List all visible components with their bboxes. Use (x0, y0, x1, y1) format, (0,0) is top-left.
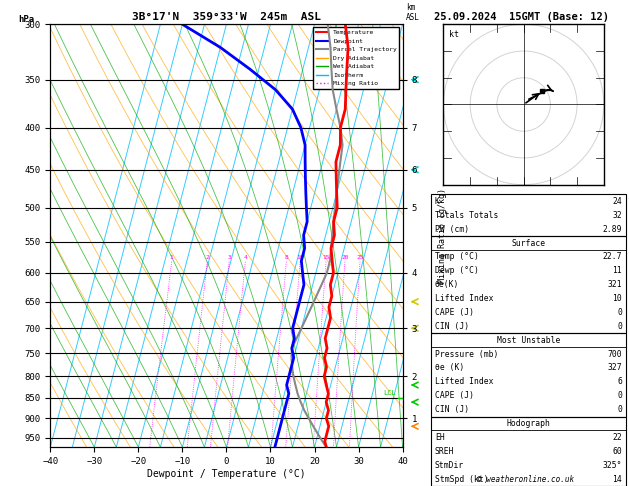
Title: 3B°17'N  359°33'W  245m  ASL: 3B°17'N 359°33'W 245m ASL (132, 12, 321, 22)
Text: 15: 15 (322, 255, 330, 260)
Text: 22: 22 (612, 433, 622, 442)
Text: 25.09.2024  15GMT (Base: 12): 25.09.2024 15GMT (Base: 12) (434, 12, 609, 22)
Text: Lifted Index: Lifted Index (435, 377, 493, 386)
Text: θe(K): θe(K) (435, 280, 459, 289)
Text: EH: EH (435, 433, 445, 442)
Text: Totals Totals: Totals Totals (435, 211, 498, 220)
Text: 20: 20 (341, 255, 348, 260)
Text: Lifted Index: Lifted Index (435, 294, 493, 303)
Text: 327: 327 (608, 364, 622, 372)
Text: 325°: 325° (603, 461, 622, 469)
Text: 321: 321 (608, 280, 622, 289)
Text: CIN (J): CIN (J) (435, 405, 469, 414)
Legend: Temperature, Dewpoint, Parcel Trajectory, Dry Adiabat, Wet Adiabat, Isotherm, Mi: Temperature, Dewpoint, Parcel Trajectory… (313, 27, 399, 89)
Text: Hodograph: Hodograph (506, 419, 550, 428)
Text: Surface: Surface (511, 239, 545, 247)
Text: SREH: SREH (435, 447, 454, 456)
Text: 0: 0 (617, 405, 622, 414)
Text: K: K (435, 197, 440, 206)
Text: 6: 6 (617, 377, 622, 386)
Y-axis label: Mixing Ratio (g/kg): Mixing Ratio (g/kg) (438, 188, 447, 283)
Text: 10: 10 (296, 255, 304, 260)
Text: 0: 0 (617, 308, 622, 317)
Text: 1: 1 (170, 255, 174, 260)
Bar (431, 194, 626, 236)
Text: 22.7: 22.7 (603, 252, 622, 261)
Text: CIN (J): CIN (J) (435, 322, 469, 331)
Text: Pressure (mb): Pressure (mb) (435, 349, 498, 359)
Text: 3: 3 (227, 255, 231, 260)
Text: 10: 10 (612, 294, 622, 303)
Text: θe (K): θe (K) (435, 364, 464, 372)
Bar (431, 417, 626, 486)
Text: 0: 0 (617, 391, 622, 400)
X-axis label: Dewpoint / Temperature (°C): Dewpoint / Temperature (°C) (147, 469, 306, 479)
Text: 11: 11 (612, 266, 622, 275)
Text: hPa: hPa (19, 15, 35, 24)
Text: 8: 8 (284, 255, 288, 260)
Text: km
ASL: km ASL (406, 3, 420, 22)
Text: 4: 4 (243, 255, 247, 260)
Text: 25: 25 (356, 255, 364, 260)
Text: StmDir: StmDir (435, 461, 464, 469)
Text: LCL: LCL (383, 390, 396, 396)
Text: 32: 32 (612, 211, 622, 220)
Text: StmSpd (kt): StmSpd (kt) (435, 474, 488, 484)
Text: Dewp (°C): Dewp (°C) (435, 266, 479, 275)
Text: CAPE (J): CAPE (J) (435, 308, 474, 317)
Text: 14: 14 (612, 474, 622, 484)
Text: 60: 60 (612, 447, 622, 456)
Text: 700: 700 (608, 349, 622, 359)
Text: 0: 0 (617, 322, 622, 331)
Text: © weatheronline.co.uk: © weatheronline.co.uk (477, 474, 574, 484)
Text: 24: 24 (612, 197, 622, 206)
Text: CAPE (J): CAPE (J) (435, 391, 474, 400)
Text: Most Unstable: Most Unstable (497, 336, 560, 345)
Text: Temp (°C): Temp (°C) (435, 252, 479, 261)
Bar (431, 236, 626, 333)
Text: 2: 2 (205, 255, 209, 260)
Bar (431, 333, 626, 417)
Text: PW (cm): PW (cm) (435, 225, 469, 234)
Text: 2.89: 2.89 (603, 225, 622, 234)
Text: kt: kt (449, 30, 459, 39)
